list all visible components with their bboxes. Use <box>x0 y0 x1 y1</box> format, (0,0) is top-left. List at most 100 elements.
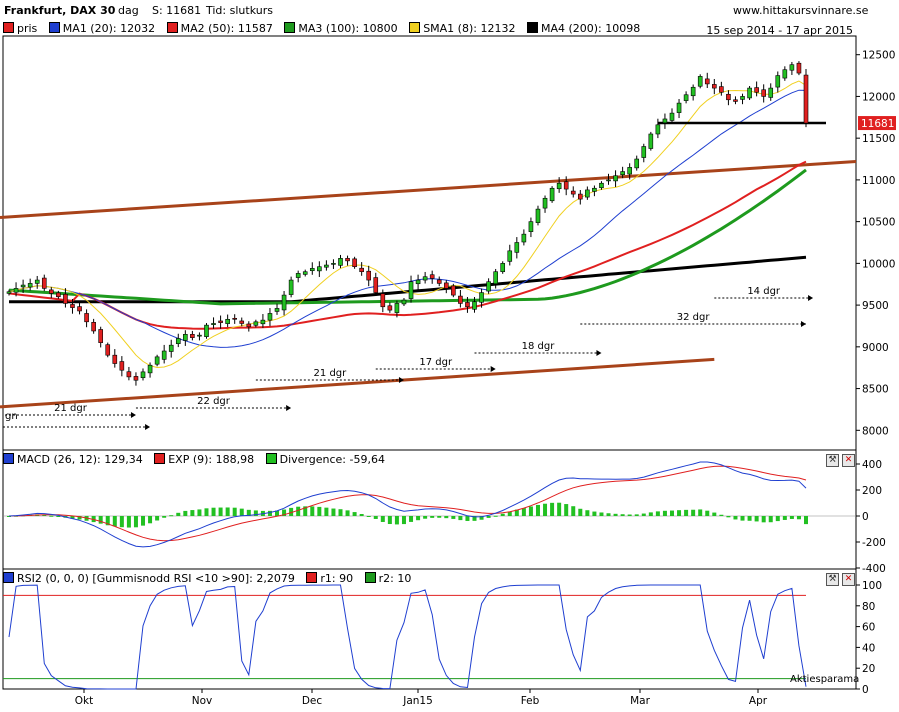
legend-swatch <box>284 22 296 33</box>
candle-body <box>704 78 710 85</box>
span-arrow-head <box>801 321 806 327</box>
candle-body <box>27 283 33 288</box>
wrench-icon[interactable]: ⚒ <box>826 454 839 467</box>
legend-item: Divergence: -59,64 <box>265 453 385 466</box>
macd-divergence-bar <box>740 516 745 521</box>
last-price-tag <box>858 116 896 131</box>
candle-body <box>190 334 195 338</box>
macd-divergence-bar <box>507 511 512 516</box>
candle-body <box>507 250 513 262</box>
candle-body <box>401 299 407 305</box>
candle-body <box>359 267 364 273</box>
time-label: Tid: slutkurs <box>206 4 273 17</box>
macd-divergence-bar <box>719 514 724 516</box>
candle-body <box>6 291 12 294</box>
span-label: 21 dgr <box>54 403 88 414</box>
macd-divergence-bar <box>521 508 526 516</box>
candle-body <box>133 376 139 381</box>
close-value: S: 11681 <box>152 4 202 17</box>
wrench-icon[interactable]: ⚒ <box>826 573 839 586</box>
macd-divergence-bar <box>655 511 660 516</box>
macd-divergence-bar <box>775 516 780 522</box>
rsi-y-tick-label: 60 <box>862 622 875 634</box>
macd-signal-line <box>8 465 807 542</box>
site-link[interactable]: www.hittakursvinnare.se <box>733 4 869 17</box>
x-tick-label: Okt <box>75 695 93 707</box>
macd-divergence-bar <box>437 516 442 518</box>
ma2-line <box>8 160 807 330</box>
candle-body <box>458 295 463 304</box>
legend-label: r2: 10 <box>378 572 412 585</box>
legend-label: r1: 90 <box>320 572 354 585</box>
price-y-tick-label: 11500 <box>862 133 895 145</box>
candle-body <box>197 334 202 337</box>
legend-swatch <box>364 572 376 583</box>
legend-label: RSI2 (0, 0, 0) [Gummisnodd RSI <10 >90]:… <box>17 572 295 585</box>
legend-item: MA1 (20): 12032 <box>48 22 155 35</box>
macd-divergence-bar <box>98 516 103 524</box>
span-label: gn <box>5 411 18 422</box>
macd-divergence-bar <box>359 514 364 516</box>
candle-body <box>655 124 661 135</box>
macd-divergence-bar <box>669 510 674 516</box>
macd-divergence-bar <box>232 507 237 516</box>
candle-body <box>387 305 393 311</box>
close-icon[interactable]: ✕ <box>842 573 855 586</box>
candle-body <box>253 321 259 326</box>
macd-divergence-bar <box>169 515 174 517</box>
legend-label: EXP (9): 188,98 <box>168 453 255 466</box>
candle-body <box>147 364 153 374</box>
candle-body <box>324 264 329 268</box>
macd-divergence-bar <box>698 509 703 516</box>
candle-body <box>366 270 372 281</box>
price-y-tick-label: 9000 <box>862 342 889 354</box>
macd-divergence-bar <box>324 507 329 516</box>
legend-swatch <box>3 22 14 33</box>
x-tick-label: Nov <box>192 695 213 707</box>
candle-body <box>41 277 47 289</box>
candle-body <box>225 318 230 324</box>
candle-body <box>578 193 583 200</box>
macd-divergence-bar <box>761 516 766 523</box>
close-icon[interactable]: ✕ <box>842 454 855 467</box>
macd-divergence-bar <box>458 516 463 521</box>
macd-divergence-bar <box>218 507 223 516</box>
macd-divergence-bar <box>804 516 808 525</box>
span-arrow-head <box>398 377 404 383</box>
price-y-tick-label: 12500 <box>862 50 895 62</box>
macd-divergence-bar <box>394 516 399 525</box>
macd-divergence-bar <box>677 510 682 516</box>
rsi-panel-frame <box>2 568 857 690</box>
candle-body <box>676 102 682 113</box>
legend-label: MA2 (50): 11587 <box>180 22 273 35</box>
candle-body <box>281 294 287 311</box>
macd-divergence-bar <box>585 510 590 516</box>
candle-body <box>514 242 520 253</box>
candle-body <box>288 279 294 295</box>
candle-body <box>542 197 548 209</box>
macd-divergence-bar <box>747 516 752 521</box>
candle-body <box>260 319 266 325</box>
price-y-tick-label: 11000 <box>862 175 895 187</box>
x-tick-label: Apr <box>749 695 768 707</box>
x-tick-label: Feb <box>521 695 540 707</box>
macd-divergence-bar <box>528 506 533 516</box>
macd-divergence-bar <box>70 516 75 519</box>
legend-item: pris <box>3 22 37 35</box>
macd-divergence-bar <box>401 516 406 525</box>
candle-body <box>669 112 675 121</box>
candle-body <box>274 308 280 312</box>
candle-body <box>218 320 223 323</box>
macd-divergence-bar <box>691 509 696 516</box>
macd-divergence-bar <box>183 510 188 516</box>
macd-divergence-bar <box>373 516 378 519</box>
macd-divergence-bar <box>648 512 653 516</box>
candle-body <box>606 179 611 182</box>
legend-item: MA4 (200): 10098 <box>526 22 640 35</box>
macd-divergence-bar <box>500 513 505 516</box>
candle-body <box>556 182 562 190</box>
macd-divergence-bar <box>56 516 61 517</box>
span-label: 17 dgr <box>419 357 453 368</box>
macd-divergence-bar <box>225 507 230 516</box>
span-label: 32 dgr <box>677 312 711 323</box>
